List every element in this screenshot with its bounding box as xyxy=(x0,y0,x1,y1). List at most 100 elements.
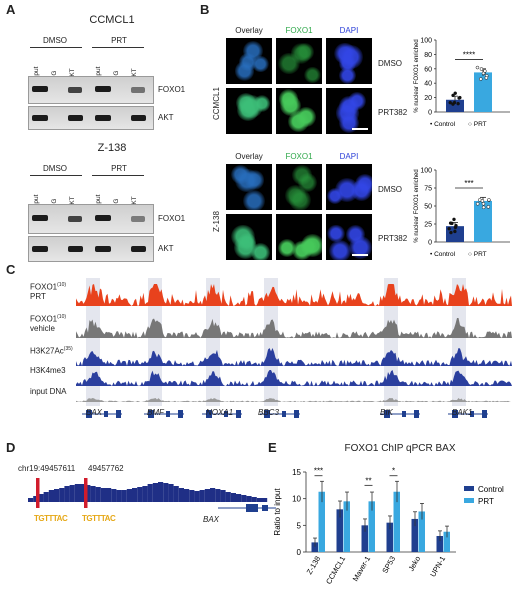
gene-label: BMF xyxy=(147,408,164,417)
motif-marker xyxy=(36,478,40,508)
blot-cell-line-z138: Z-138 xyxy=(97,142,127,154)
bar-chart-z138: 0 25 50 75 100% nuclear FOXO1 enriched *** • C… xyxy=(414,168,510,258)
band-label: AKT xyxy=(158,244,174,253)
coverage-bar xyxy=(111,489,117,502)
y-tick-label: 100 xyxy=(420,168,432,175)
signal-track xyxy=(76,318,512,338)
band-label: FOXO1 xyxy=(158,85,186,94)
coverage-bar xyxy=(241,495,247,502)
y-tick-label: 100 xyxy=(420,38,432,45)
highlight-band xyxy=(384,278,398,406)
legend-prt: ○ PRT xyxy=(468,251,487,258)
coverage-bar xyxy=(74,484,80,502)
significance-label: *** xyxy=(314,467,323,476)
coverage-bar xyxy=(28,498,34,502)
blot-group-dmso: DMSO xyxy=(43,164,67,173)
coverage-bar xyxy=(137,487,143,502)
header-overlay: Overlay xyxy=(235,26,263,35)
coverage-bar xyxy=(168,484,174,502)
coverage-bar xyxy=(43,492,49,502)
data-point xyxy=(452,100,457,105)
bar-control xyxy=(411,518,418,552)
micrograph-grid-z138 xyxy=(226,164,376,260)
panel-label-e: E xyxy=(268,440,277,455)
blot-group-prt: PRT xyxy=(111,36,127,45)
panel-label-b: B xyxy=(200,2,210,17)
header-foxo1: FOXO1 xyxy=(285,152,313,161)
group-line xyxy=(92,47,144,48)
exon xyxy=(264,410,270,418)
blot-foxo1-image xyxy=(28,76,154,104)
data-point xyxy=(483,69,487,73)
panel-label-a: A xyxy=(6,2,16,17)
legend-control: • Control xyxy=(430,121,456,128)
legend-label: PRT xyxy=(478,497,494,506)
bar-prt xyxy=(343,501,350,552)
coverage-bar xyxy=(262,498,268,502)
coverage-bar xyxy=(106,488,112,502)
coverage-bar xyxy=(121,490,127,502)
y-tick-label: 15 xyxy=(292,468,301,477)
coverage-bar xyxy=(256,498,262,502)
bar-prt xyxy=(474,200,492,242)
exon xyxy=(294,410,299,418)
bar-control xyxy=(446,226,464,242)
coverage-bar xyxy=(69,485,75,502)
exon xyxy=(166,411,170,417)
data-point xyxy=(484,76,489,80)
genome-tracks-image xyxy=(76,278,512,418)
data-point xyxy=(452,217,456,222)
data-point xyxy=(480,199,485,203)
header-foxo1: FOXO1 xyxy=(285,26,313,35)
micrograph-overlay xyxy=(226,214,272,260)
blot-foxo1-image xyxy=(28,204,154,234)
band-label: AKT xyxy=(158,113,174,122)
exon xyxy=(178,410,183,418)
coverage-bar xyxy=(230,493,236,502)
significance-label: * xyxy=(392,467,395,476)
exon xyxy=(402,411,406,417)
coverage-bar xyxy=(194,491,200,502)
coverage-bar xyxy=(116,490,122,502)
bar-prt xyxy=(368,501,375,552)
data-point xyxy=(479,67,484,71)
gene-label: BIK xyxy=(380,408,393,417)
locus-coverage-image xyxy=(28,478,276,512)
micrograph-dapi xyxy=(326,88,372,134)
group-line xyxy=(30,47,82,48)
micrograph-dapi xyxy=(326,164,372,210)
data-point xyxy=(475,65,480,70)
coverage-bar xyxy=(48,490,54,502)
coverage-bar xyxy=(59,488,65,502)
coverage-bar xyxy=(204,489,210,502)
coverage-bar xyxy=(100,488,106,502)
coverage-bar xyxy=(199,490,205,502)
bar-prt xyxy=(474,72,492,112)
x-tick-label: CCMCL1 xyxy=(324,555,347,586)
exon xyxy=(206,410,212,418)
motif-logo-1: TGTTTAC xyxy=(34,514,68,523)
data-point xyxy=(454,223,458,228)
micrograph-overlay xyxy=(226,38,272,84)
coverage-bar xyxy=(85,485,91,502)
track-label-foxo1-prt: FOXO1(10) PRT xyxy=(30,282,67,301)
row-label-prt382: PRT382 xyxy=(378,108,408,117)
legend-control: • Control xyxy=(430,251,456,258)
band-label: FOXO1 xyxy=(158,214,186,223)
row-label-dmso: DMSO xyxy=(378,59,402,68)
blot-group-prt: PRT xyxy=(111,164,127,173)
data-point xyxy=(479,77,483,81)
legend-label: Control xyxy=(478,485,504,494)
significance-label: **** xyxy=(463,50,475,59)
gene-label: BAX xyxy=(86,408,103,417)
bar-control xyxy=(361,525,368,552)
micro-cell-line-ccmcl1: CCMCL1 xyxy=(212,87,221,120)
coverage-bar xyxy=(210,488,216,502)
micrograph-dapi xyxy=(326,214,372,260)
data-point xyxy=(486,205,491,209)
chart-title: FOXO1 ChIP qPCR BAX xyxy=(344,443,456,454)
y-tick-label: 0 xyxy=(297,548,302,557)
data-point xyxy=(453,229,457,234)
motif-logo-2: TGTTTAC xyxy=(82,514,116,523)
coverage-bar xyxy=(215,489,221,502)
